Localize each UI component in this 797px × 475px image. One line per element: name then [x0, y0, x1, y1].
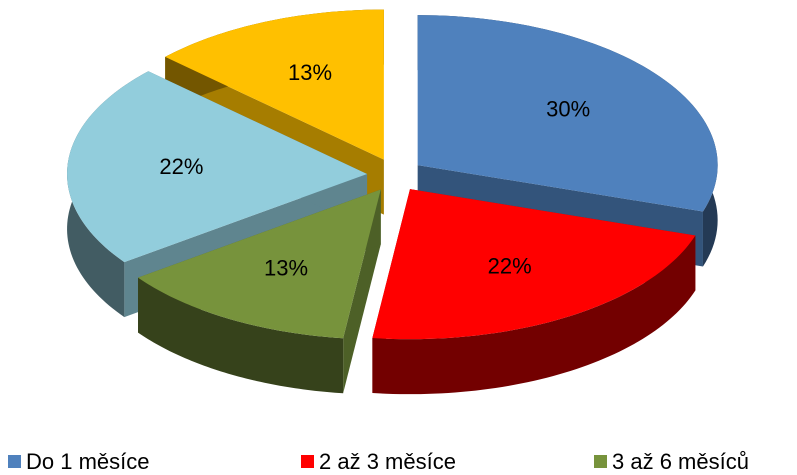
- slice-top: [165, 9, 384, 160]
- slice: [138, 189, 381, 394]
- legend-label: 2 až 3 měsíce: [319, 449, 456, 474]
- slice-top: [417, 15, 718, 212]
- legend-swatch: [301, 455, 314, 468]
- slice-wall: [372, 235, 696, 395]
- data-label: 22%: [488, 254, 532, 279]
- slice-top: [67, 71, 368, 263]
- data-label: 30%: [546, 96, 590, 121]
- slice-top: [138, 189, 381, 339]
- slice-wall: [138, 277, 344, 394]
- data-label: 13%: [288, 60, 332, 85]
- slice-top: [372, 189, 696, 340]
- legend-label: 3 až 6 měsíců: [612, 449, 749, 474]
- legend-label: Do 1 měsíce: [26, 449, 150, 474]
- data-label: 22%: [159, 154, 203, 179]
- legend-swatch: [8, 455, 21, 468]
- slice: [372, 189, 696, 395]
- data-label: 13%: [264, 255, 308, 280]
- legend-swatch: [594, 455, 607, 468]
